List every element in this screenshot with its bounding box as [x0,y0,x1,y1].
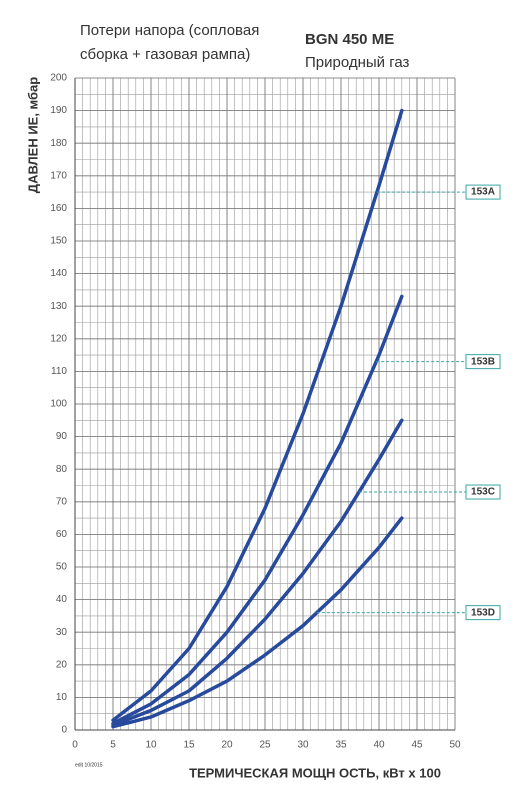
y-tick-label: 100 [50,399,67,410]
series-label: 153D [471,607,495,618]
x-tick-label: 50 [449,740,461,751]
x-axis-label: ТЕРМИЧЕСКАЯ МОЩН ОСТЬ, кВт x 100 [189,765,441,780]
y-tick-label: 80 [56,464,68,475]
y-tick-label: 0 [61,725,67,736]
y-tick-label: 200 [50,73,67,84]
label-box [465,354,501,370]
y-tick-label: 180 [50,138,67,149]
x-tick-label: 25 [259,740,271,751]
x-tick-label: 20 [221,740,233,751]
y-tick-label: 70 [56,496,68,507]
x-tick-label: 15 [183,740,195,751]
x-tick-label: 10 [145,740,157,751]
fuel: Природный газ [305,54,410,71]
y-tick-label: 140 [50,268,67,279]
y-tick-label: 130 [50,301,67,312]
y-tick-label: 90 [56,431,68,442]
label-box [465,484,501,500]
y-tick-label: 160 [50,203,67,214]
y-tick-label: 110 [51,366,67,377]
y-tick-label: 20 [56,659,68,670]
y-tick-label: 190 [50,105,67,116]
line [111,108,404,722]
y-tick-label: 120 [50,333,67,344]
label-box [465,605,501,621]
chart-title: сборка + газовая рампа) [80,46,250,63]
chart-title: Потери напора (сопловая [80,22,259,39]
series-label: 153A [471,187,495,198]
y-tick-label: 30 [56,627,68,638]
y-tick-label: 40 [56,594,68,605]
series-label: 153C [471,487,495,498]
series-label: 153B [471,356,495,367]
line [111,418,404,727]
edition: edit 10/2015 [75,762,103,768]
x-tick-label: 5 [110,740,116,751]
y-tick-label: 10 [56,692,68,703]
line [111,294,404,726]
y-axis-label: ДАВЛЕН ИЕ, мбар [25,77,40,193]
y-tick-label: 170 [50,170,67,181]
y-tick-label: 60 [56,529,68,540]
x-tick-label: 0 [72,740,78,751]
x-tick-label: 30 [297,740,309,751]
x-tick-label: 35 [335,740,347,751]
line [111,516,404,729]
label-box [465,184,501,200]
y-tick-label: 50 [56,562,68,573]
x-tick-label: 40 [373,740,385,751]
y-tick-label: 150 [50,236,67,247]
model: BGN 450 ME [305,31,394,48]
x-tick-label: 45 [411,740,423,751]
